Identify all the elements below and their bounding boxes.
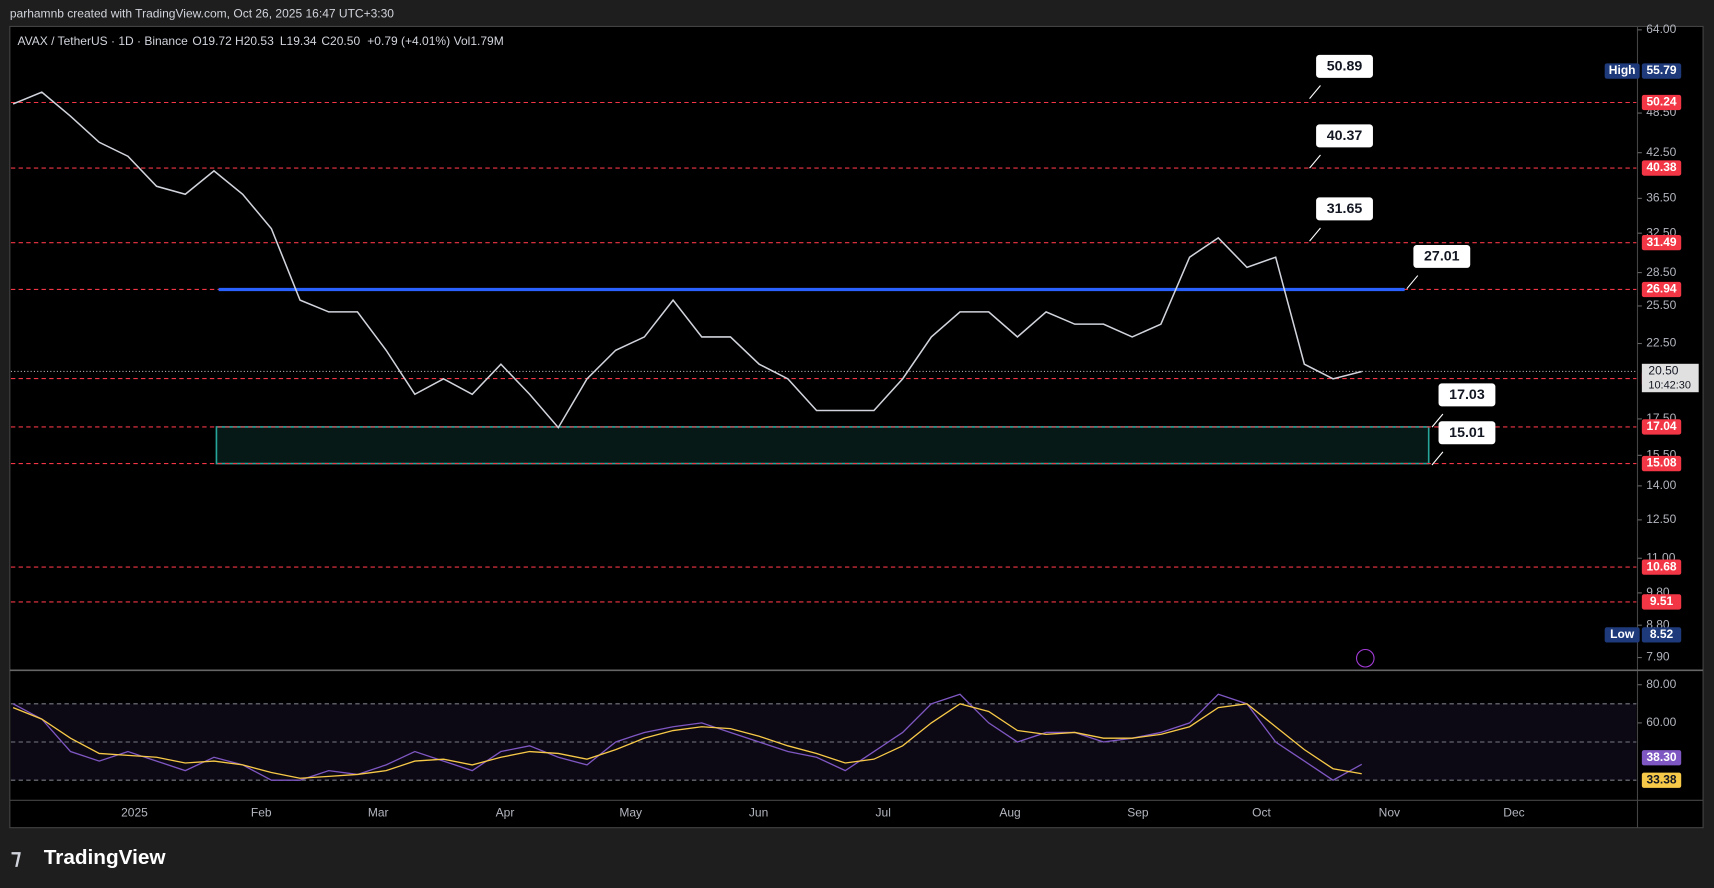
volume: Vol1.79M <box>454 34 504 48</box>
legend: AVAX / TetherUS · 1D · Binance O19.72 H2… <box>17 34 503 48</box>
low-value: 8.52 <box>1650 627 1674 641</box>
x-tick-label: Jun <box>749 806 768 820</box>
rsi-line <box>12 703 1362 779</box>
level-label-box <box>1641 594 1682 610</box>
callout-box <box>1438 421 1496 445</box>
callout-box <box>1316 197 1373 221</box>
y-tick-label: 25.50 <box>1646 298 1676 312</box>
y-tick-label: 22.50 <box>1646 336 1676 350</box>
x-tick-label: Mar <box>368 806 389 820</box>
rsi-value-box <box>1641 772 1682 788</box>
x-tick-label: Sep <box>1127 806 1149 820</box>
level-label-box <box>1641 235 1682 251</box>
x-tick-label: Nov <box>1379 806 1400 820</box>
high-tag-box <box>1604 63 1640 79</box>
x-tick-label: Feb <box>251 806 272 820</box>
y-tick-label: 60.00 <box>1646 715 1676 729</box>
attribution: parhamnb created with TradingView.com, O… <box>10 7 394 21</box>
y-tick-label: 42.50 <box>1646 145 1676 159</box>
low: L19.34 <box>280 34 317 48</box>
logo-mark: ⁊ <box>11 846 21 869</box>
close: C20.50 <box>321 34 360 48</box>
low-value-box <box>1641 627 1682 643</box>
x-tick-label: May <box>619 806 642 820</box>
level-label: 31.49 <box>1646 235 1676 249</box>
level-label: 9.51 <box>1650 594 1674 608</box>
current-box <box>1641 363 1699 393</box>
y-tick-label: 36.50 <box>1646 191 1676 205</box>
callout-label: 27.01 <box>1424 249 1460 265</box>
x-tick-label: Oct <box>1252 806 1271 820</box>
x-tick-label: Dec <box>1503 806 1524 820</box>
level-label: 10.68 <box>1646 559 1676 573</box>
callout-label: 17.03 <box>1449 387 1485 403</box>
zone <box>215 426 1430 465</box>
level-label: 40.38 <box>1646 160 1676 174</box>
level-label-box <box>1641 160 1682 176</box>
callout-label: 31.65 <box>1327 201 1363 217</box>
level-label-box <box>1641 419 1682 435</box>
change: +0.79 (+4.01%) <box>367 34 450 48</box>
countdown: 10:42:30 <box>1648 380 1691 392</box>
x-tick-label: Apr <box>496 806 515 820</box>
callout-pointer <box>1309 154 1321 169</box>
callout-box <box>1316 124 1373 148</box>
callout-pointer <box>1309 227 1321 242</box>
low-tag: Low <box>1610 627 1635 641</box>
high-value: 55.79 <box>1646 63 1676 77</box>
rsi-value: 33.38 <box>1646 772 1676 786</box>
y-tick-label: 7.90 <box>1646 650 1670 664</box>
callout-box <box>1438 383 1496 407</box>
callout-label: 50.89 <box>1327 59 1363 75</box>
y-tick-label: 14.00 <box>1646 478 1676 492</box>
callout-label: 40.37 <box>1327 128 1363 144</box>
callout-box <box>1413 244 1471 268</box>
rsi-value: 38.30 <box>1646 750 1676 764</box>
level-label: 17.04 <box>1646 419 1676 433</box>
symbol: AVAX / TetherUS · 1D · Binance <box>17 34 188 48</box>
callout-pointer <box>1309 85 1321 99</box>
x-tick-label: 2025 <box>121 806 148 820</box>
current-price: 20.50 <box>1648 364 1678 378</box>
callout-pointer <box>1431 413 1444 428</box>
callout-label: 15.01 <box>1449 425 1485 441</box>
y-tick-label: 28.50 <box>1646 265 1676 279</box>
price-line <box>12 91 1362 429</box>
rsi-value-box <box>1641 750 1682 766</box>
level-label: 50.24 <box>1646 95 1676 109</box>
event-icon <box>1356 648 1375 668</box>
high-tag: High <box>1609 63 1636 77</box>
x-tick-label: Aug <box>999 806 1020 820</box>
brand: ⁊ TradingView <box>11 846 166 869</box>
level-label-box <box>1641 94 1682 111</box>
level-label-box <box>1641 281 1682 298</box>
callout-pointer <box>1431 451 1444 466</box>
level-label: 15.08 <box>1646 456 1676 470</box>
brand-name: TradingView <box>44 846 167 869</box>
callout-box <box>1316 54 1373 78</box>
y-tick-label: 80.00 <box>1646 677 1676 691</box>
y-tick-label: 64.00 <box>1646 22 1676 36</box>
high: H20.53 <box>235 34 274 48</box>
x-tick-label: Jul <box>876 806 891 820</box>
level-label-box <box>1641 455 1682 472</box>
open: O19.72 <box>192 34 232 48</box>
low-tag-box <box>1604 627 1640 643</box>
callout-pointer <box>1406 275 1419 290</box>
y-tick-label: 12.50 <box>1646 512 1676 526</box>
level-label-box <box>1641 559 1682 575</box>
level-label: 26.94 <box>1646 282 1676 296</box>
high-value-box <box>1641 63 1682 79</box>
